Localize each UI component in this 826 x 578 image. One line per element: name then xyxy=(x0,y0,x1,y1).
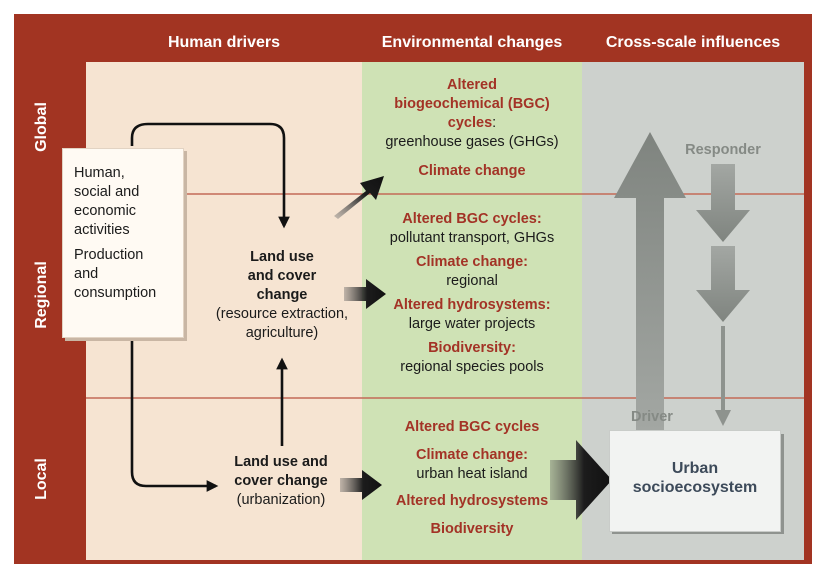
arrow-to-global-env xyxy=(334,176,384,219)
environmental-changes-panel xyxy=(362,62,582,560)
regional-bgc: Altered BGC cycles: xyxy=(402,211,542,227)
local-climate-sub: urban heat island xyxy=(416,466,528,482)
production-line3: consumption xyxy=(74,285,157,301)
global-bgc-line1: Altered xyxy=(447,77,497,93)
global-bgc-colon: : xyxy=(492,115,497,131)
global-env-changes: Altered biogeochemical (BGC) cycles: gre… xyxy=(362,76,582,181)
regional-climate-sub: regional xyxy=(446,273,498,289)
local-env-changes: Altered BGC cycles Climate change: urban… xyxy=(362,418,582,539)
human-activities-line4: activities xyxy=(74,222,130,238)
regional-climate: Climate change: xyxy=(416,254,528,270)
header-environmental-changes: Environmental changes xyxy=(381,34,563,51)
human-activities-box: Human, social and economic activities Pr… xyxy=(62,148,184,338)
local-land-use-label: Land use and cover change (urbanization) xyxy=(206,453,356,510)
regional-luc-title2: and cover xyxy=(247,268,317,284)
header-cross-scale-influences: Cross-scale influences xyxy=(605,34,781,51)
production-line2: and xyxy=(74,266,99,282)
local-luc-sub: (urbanization) xyxy=(236,492,326,508)
arrow-to-local-env xyxy=(340,470,382,500)
regional-luc-sub1: (resource extraction, xyxy=(215,306,349,322)
human-activities-line1: Human, xyxy=(74,165,125,181)
scale-label-global: Global xyxy=(33,102,50,152)
flow-to-local-luc xyxy=(130,336,219,492)
global-bgc-line3-wrap: cycles: xyxy=(362,114,582,133)
responder-arrow-upper xyxy=(696,164,750,242)
urban-socioecosystem-box: Urban socioecosystem xyxy=(609,430,781,532)
regional-bgc-sub: pollutant transport, GHGs xyxy=(389,230,555,246)
regional-biodiversity-sub: regional species pools xyxy=(400,359,544,375)
scale-label-local: Local xyxy=(33,458,50,500)
local-climate: Climate change: xyxy=(416,447,528,463)
local-luc-title1: Land use and xyxy=(234,454,328,470)
urban-label-line2: socioecosystem xyxy=(632,479,758,496)
arrow-to-urban-box xyxy=(550,440,612,520)
human-activities-line2: social and xyxy=(74,184,140,200)
regional-land-use-label: Land use and cover change (resource extr… xyxy=(196,248,368,343)
regional-env-changes: Altered BGC cycles: pollutant transport,… xyxy=(362,210,582,377)
regional-hydro: Altered hydrosystems: xyxy=(393,297,551,313)
global-bgc-sub: greenhouse gases (GHGs) xyxy=(385,134,559,150)
flow-global-loop xyxy=(130,122,290,229)
responder-arrow-thin xyxy=(715,326,731,426)
local-biodiversity: Biodiversity xyxy=(430,521,514,537)
responder-label: Responder xyxy=(685,142,761,158)
regional-luc-sub2: agriculture) xyxy=(245,325,319,341)
scale-label-regional: Regional xyxy=(33,261,50,329)
local-hydro: Altered hydrosystems xyxy=(395,493,549,509)
regional-hydro-sub: large water projects xyxy=(408,316,536,332)
header-human-drivers: Human drivers xyxy=(167,34,281,51)
regional-luc-title3: change xyxy=(256,287,308,303)
production-line1: Production xyxy=(74,247,144,263)
driver-arrow xyxy=(614,132,686,430)
local-bgc: Altered BGC cycles xyxy=(404,419,540,435)
human-activities-line3: economic xyxy=(74,203,137,219)
global-climate-change: Climate change xyxy=(418,163,526,179)
global-bgc-line2: biogeochemical (BGC) xyxy=(394,96,550,112)
arrow-to-regional-env xyxy=(344,279,386,309)
local-luc-title2: cover change xyxy=(234,473,328,489)
global-bgc-line3: cycles xyxy=(447,115,493,131)
regional-luc-title1: Land use xyxy=(250,249,314,265)
responder-arrow-lower xyxy=(696,246,750,322)
driver-label: Driver xyxy=(631,409,673,425)
regional-biodiversity: Biodiversity: xyxy=(428,340,516,356)
urban-label-line1: Urban xyxy=(671,460,719,477)
